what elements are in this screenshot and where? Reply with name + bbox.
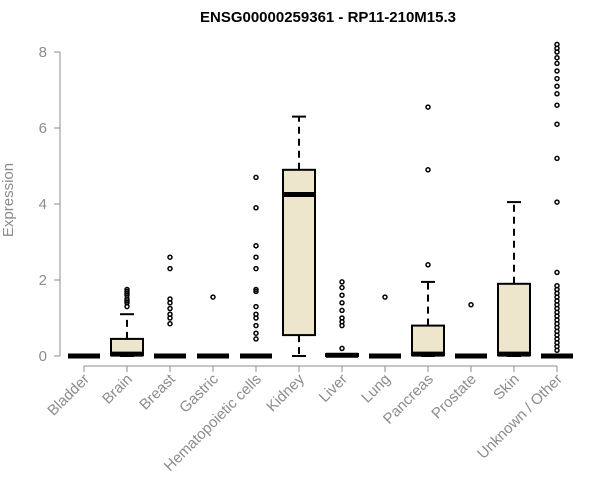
chart-title: ENSG00000259361 - RP11-210M15.3 (200, 9, 456, 26)
x-tick-label: Kidney (263, 370, 308, 415)
outlier-point (253, 243, 259, 249)
outlier-point (124, 298, 130, 304)
outlier-point (339, 307, 345, 314)
outlier-point (253, 330, 259, 336)
outlier-point (554, 54, 560, 61)
x-tick-label: Brain (99, 371, 136, 408)
outlier-point (339, 284, 345, 291)
box-breast (154, 254, 186, 359)
x-tick-label: Lung (358, 371, 394, 407)
outlier-point (253, 205, 259, 211)
x-tick-label: Bladder (44, 371, 93, 420)
y-axis-label: Expression (0, 163, 17, 237)
outlier-point (554, 83, 560, 89)
y-tick-label: 8 (39, 44, 47, 61)
outlier-point (253, 322, 259, 329)
box-prostate (455, 301, 487, 359)
outlier-point (339, 300, 345, 306)
box-series (68, 41, 573, 359)
y-axis: 0 2 4 6 8 (39, 44, 61, 365)
outlier-point (253, 336, 259, 342)
x-tick-label: Prostate (428, 371, 480, 423)
outlier-point (253, 303, 259, 310)
box-unknown-other (541, 41, 573, 359)
outlier-point (554, 102, 560, 108)
outlier-point (253, 265, 259, 272)
outlier-point (167, 305, 173, 312)
outlier-point (554, 155, 560, 162)
outlier-point (554, 282, 560, 289)
box-skin (497, 201, 531, 357)
outlier-point (425, 104, 431, 110)
box-kidney (282, 115, 316, 357)
box-hematopoietic-cells (240, 174, 272, 359)
y-tick-label: 2 (39, 272, 47, 289)
outlier-point (425, 167, 431, 173)
y-tick-label: 6 (39, 120, 47, 137)
outlier-point (554, 60, 560, 67)
outlier-point (339, 279, 345, 285)
outlier-point (554, 41, 560, 48)
outlier-point (554, 121, 560, 127)
box-iqr (497, 282, 531, 357)
outlier-point (339, 345, 345, 352)
box-iqr (282, 168, 316, 337)
x-tick-label: Breast (136, 370, 179, 413)
x-tick-label: Liver (316, 371, 351, 406)
outlier-point (210, 294, 216, 300)
outlier-point (253, 254, 259, 260)
outlier-point (253, 174, 259, 181)
outlier-point (167, 296, 173, 302)
outlier-point (554, 269, 560, 276)
outlier-point (167, 265, 173, 272)
box-iqr (411, 324, 445, 357)
outlier-point (253, 288, 259, 295)
box-pancreas (411, 104, 445, 357)
outlier-point (253, 311, 259, 317)
y-tick-label: 4 (39, 196, 47, 213)
outlier-point (124, 286, 130, 293)
box-gastric (197, 294, 229, 359)
outlier-point (124, 288, 130, 295)
outlier-point (339, 292, 345, 298)
outlier-point (554, 91, 560, 97)
outlier-point (382, 294, 388, 300)
outlier-point (554, 68, 560, 74)
y-tick-label: 0 (39, 348, 47, 365)
box-liver (325, 279, 359, 358)
x-tick-label: Skin (490, 371, 523, 404)
outlier-point (167, 254, 173, 260)
outlier-point (554, 75, 560, 82)
box-brain (110, 286, 144, 357)
outlier-point (554, 199, 560, 205)
box-lung (369, 294, 401, 359)
outlier-point (425, 262, 431, 268)
outlier-point (468, 301, 474, 308)
outlier-point (167, 311, 173, 317)
outlier-point (253, 286, 259, 293)
outlier-point (339, 315, 345, 321)
outlier-point (167, 320, 173, 327)
